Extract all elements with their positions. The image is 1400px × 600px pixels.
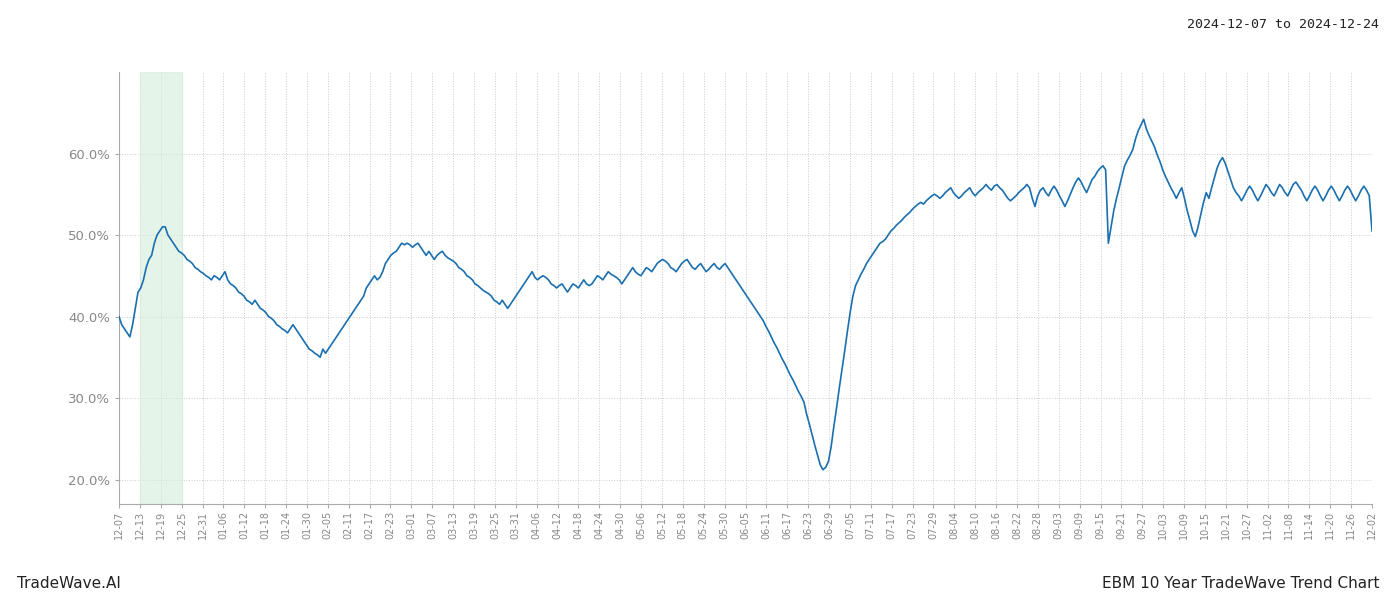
Text: TradeWave.AI: TradeWave.AI <box>17 576 120 591</box>
Text: EBM 10 Year TradeWave Trend Chart: EBM 10 Year TradeWave Trend Chart <box>1102 576 1379 591</box>
Text: 2024-12-07 to 2024-12-24: 2024-12-07 to 2024-12-24 <box>1187 18 1379 31</box>
Bar <box>140 72 182 504</box>
